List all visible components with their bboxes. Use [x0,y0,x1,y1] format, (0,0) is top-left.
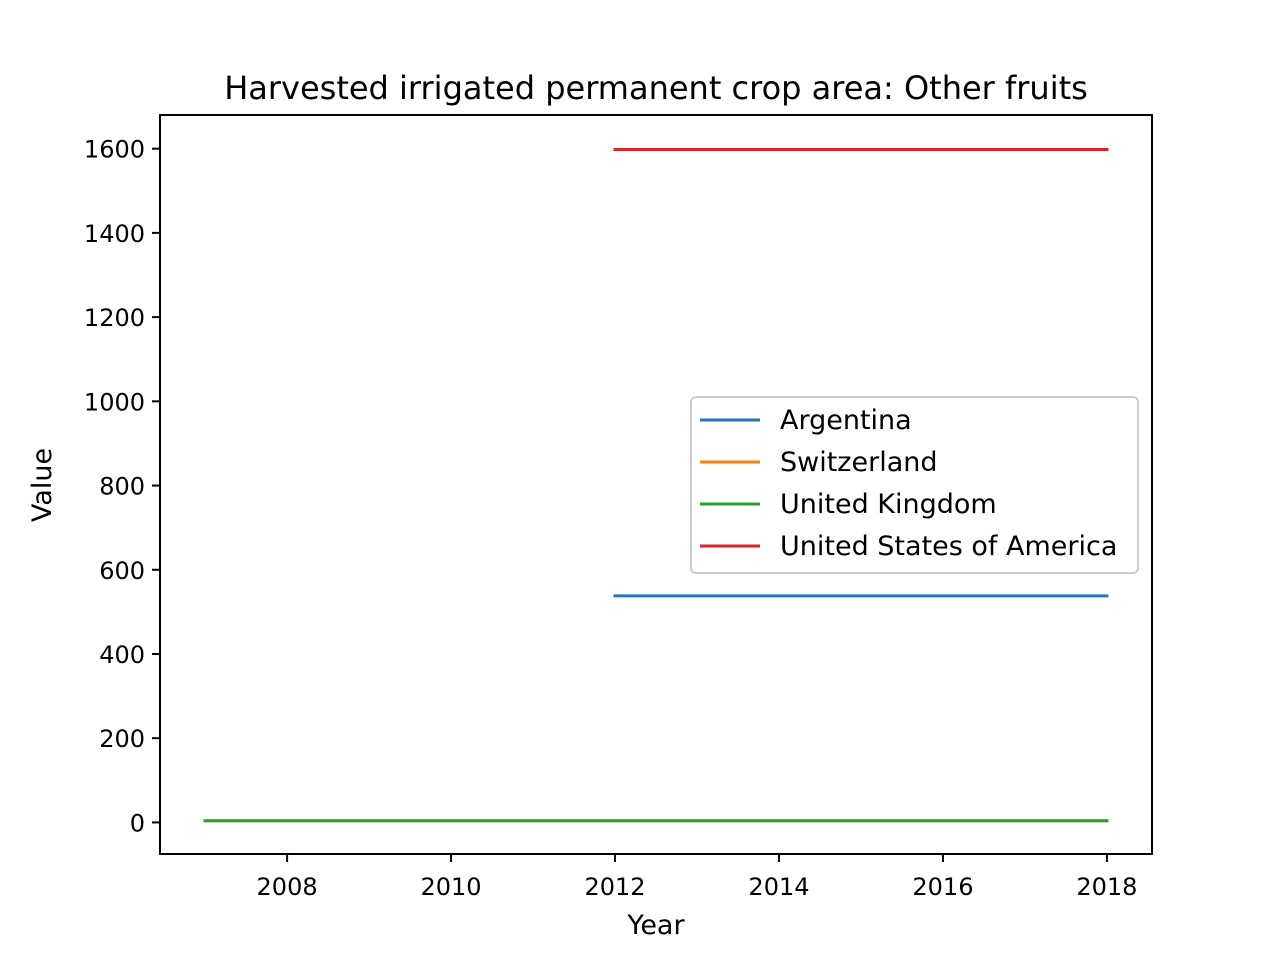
y-tick-label: 1400 [84,220,145,248]
legend-label-1: Switzerland [780,447,938,478]
legend: Argentina Switzerland United Kingdom United… [690,396,1139,574]
x-axis: 2008 2010 2012 2014 2016 2018 [257,854,1137,901]
y-tick-label: 0 [130,809,145,837]
x-tick-label: 2008 [257,873,318,901]
legend-box [690,396,1139,574]
x-tick-label: 2012 [584,873,645,901]
x-tick-label: 2014 [748,873,809,901]
chart-title: Harvested irrigated permanent crop area:… [224,69,1088,107]
y-tick-label: 1600 [84,136,145,164]
x-tick-label: 2018 [1076,873,1137,901]
plot-area [203,148,1109,823]
y-tick-label: 1000 [84,388,145,416]
x-axis-label: Year [626,910,685,941]
y-axis-label: Value [27,448,58,522]
legend-label-0: Argentina [780,405,912,436]
plot-frame [159,114,1153,855]
legend-label-3: United States of America [780,531,1117,562]
x-tick-label: 2010 [421,873,482,901]
y-axis: 0 200 400 600 800 1000 1200 1400 1600 [84,136,160,837]
y-tick-label: 200 [99,725,145,753]
y-tick-label: 400 [99,641,145,669]
y-tick-label: 800 [99,473,145,501]
y-tick-label: 600 [99,557,145,585]
legend-label-2: United Kingdom [780,489,997,520]
x-tick-label: 2016 [912,873,973,901]
y-tick-label: 1200 [84,304,145,332]
